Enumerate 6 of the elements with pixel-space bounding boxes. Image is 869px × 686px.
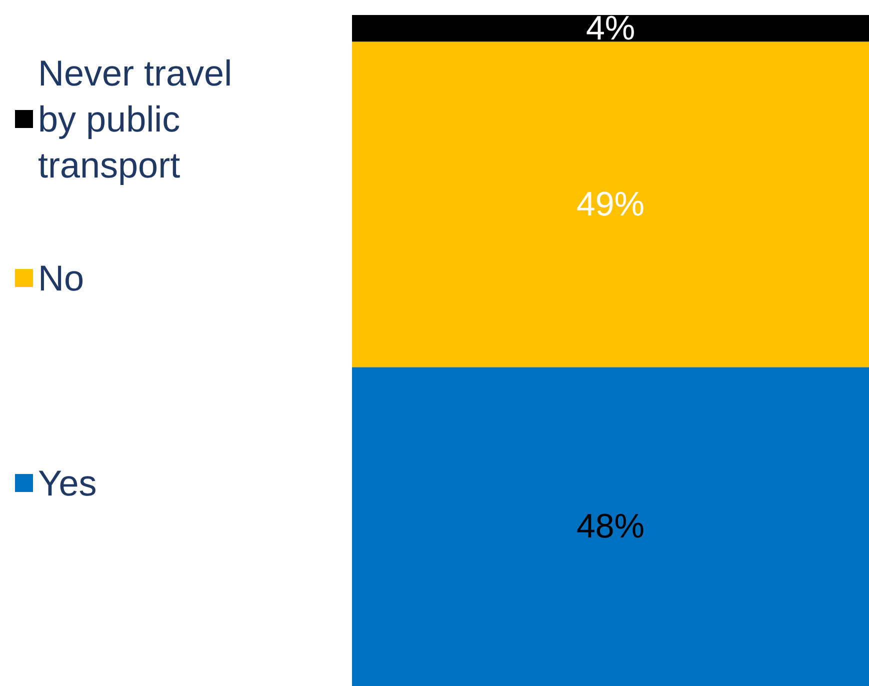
data-label: 4% <box>586 9 636 48</box>
legend-label: Never travel by public transport <box>38 52 242 186</box>
data-label: 48% <box>576 508 645 546</box>
legend-label: Yes <box>38 462 97 504</box>
legend-label: No <box>38 258 84 298</box>
data-label: 49% <box>576 185 645 224</box>
